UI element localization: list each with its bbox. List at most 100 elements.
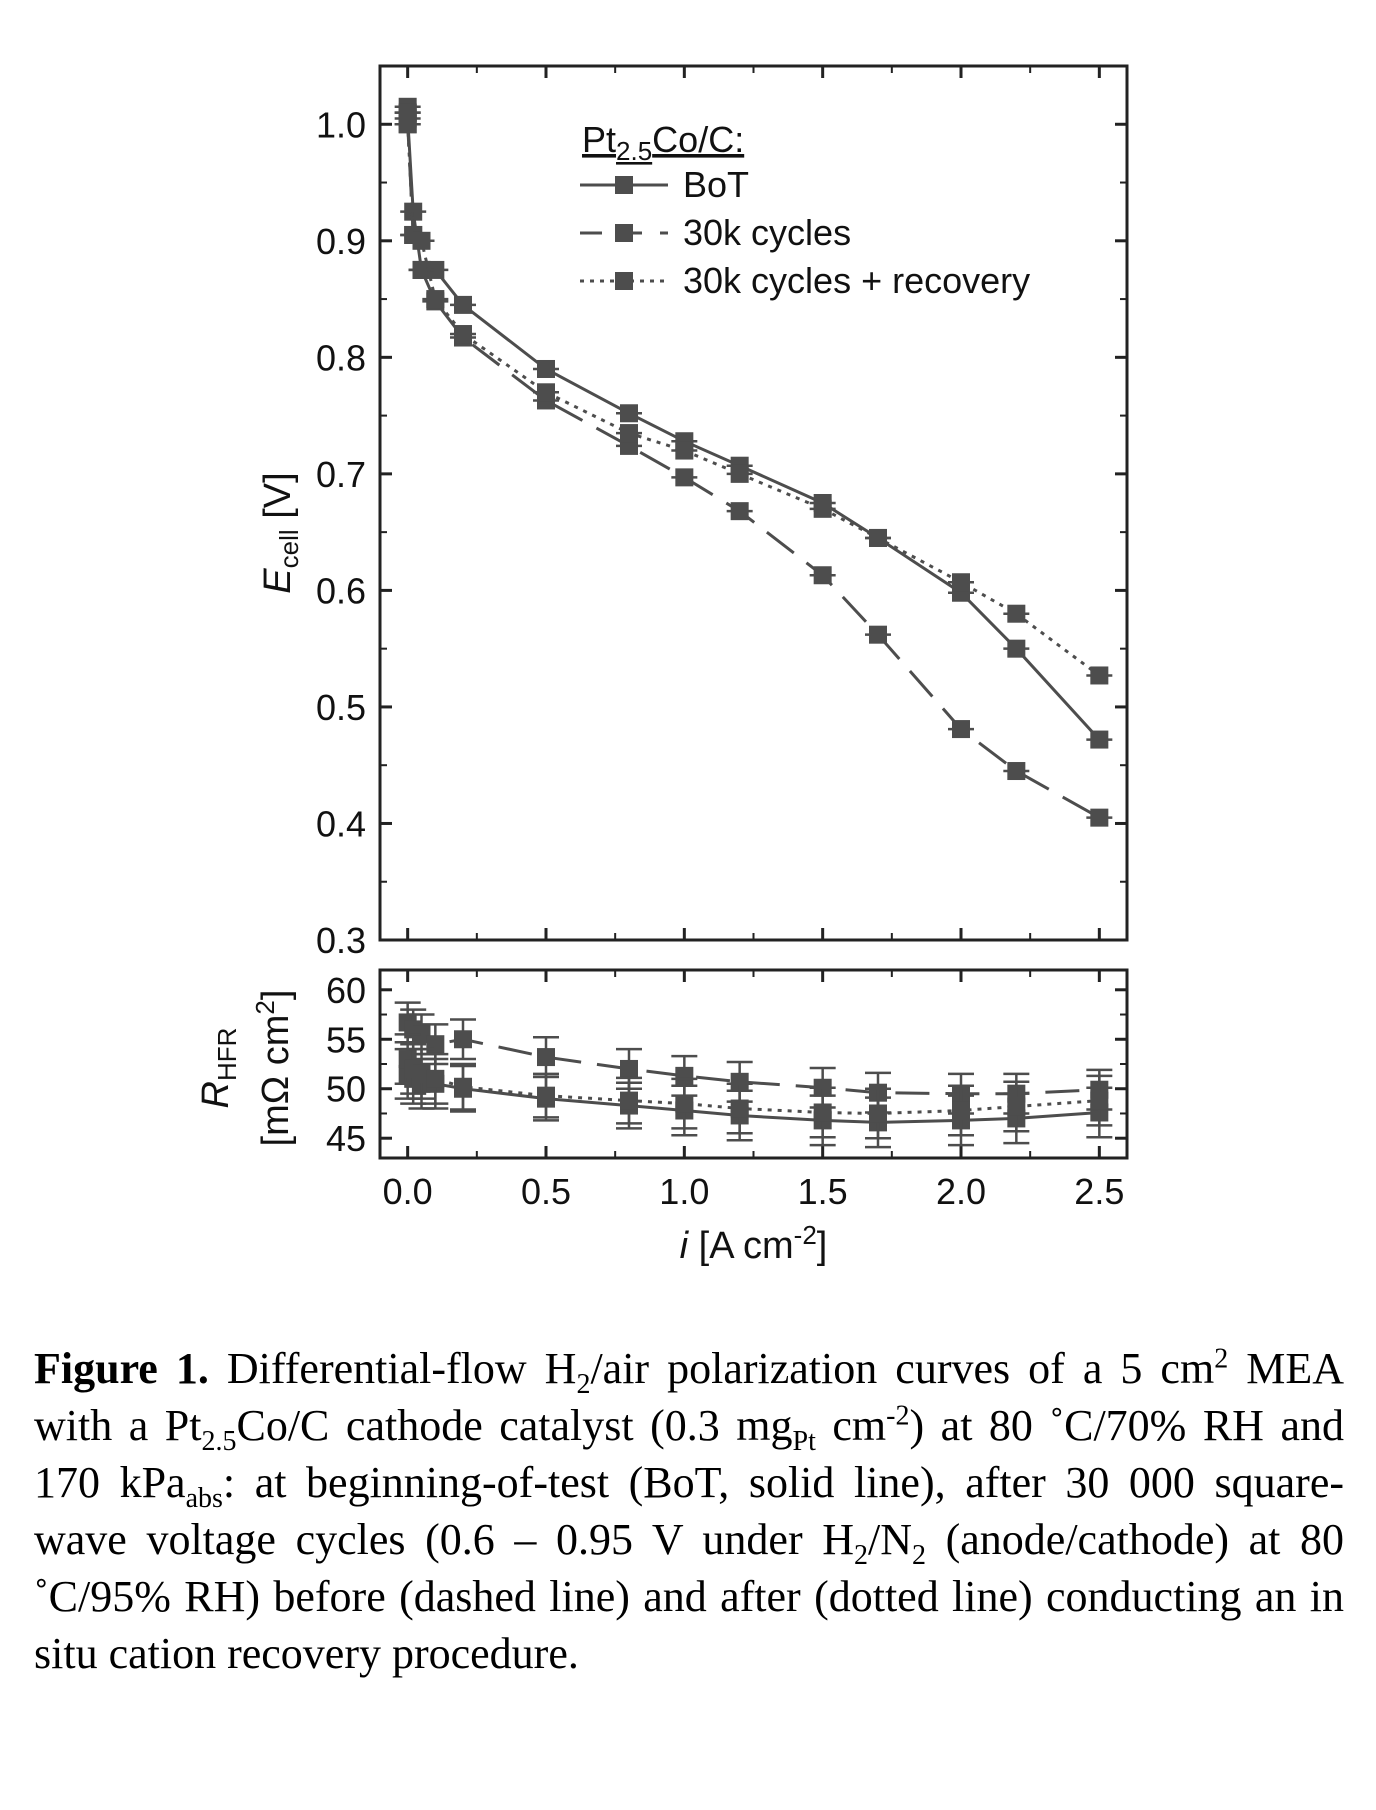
x-axis-title: i [A cm-2] [680,1220,828,1267]
bottom-y-tick-labels: 45 50 55 60 [326,970,366,1159]
caption-s2: 2 [1214,1343,1229,1375]
bottom-axis-ticks [380,970,1127,1158]
data-point [675,468,694,487]
data-point [952,573,970,592]
top-axis-ticks [380,66,1127,942]
legend-title-main: Pt [582,119,616,160]
data-point [426,260,445,279]
ylabel-rhfr-line2: [mΩ cm2] [250,990,297,1147]
data-point [537,359,555,378]
ylabel-space [257,519,299,530]
caption-s3: 2.5 [201,1425,237,1457]
legend-label: 30k cycles + recovery [683,260,1030,301]
legend-label: BoT [683,164,749,205]
legend-marker [615,224,633,242]
y-tick-label: 0.8 [316,337,366,378]
y-axis-title-rhfr: RHFR [mΩ cm2] [195,990,297,1147]
caption-p7: : at beginning-of-test (BoT, solid line)… [34,1458,1344,1564]
rhfr-unit-post: ] [255,990,297,1001]
legend-title-rest: Co/C: [652,119,744,160]
data-point [869,528,887,547]
xlabel-main: i [680,1225,690,1267]
series-line [406,1058,1100,1116]
rhfr-unit-pre: [mΩ cm [255,1015,297,1147]
caption-p2: /air polarization curves of a 5 cm [590,1344,1215,1393]
caption-p8: /N [868,1515,912,1564]
caption-p5: cm [815,1401,887,1450]
figure-caption: Figure 1. Differential-flow H2/air polar… [34,1340,1344,1682]
data-point [537,1086,555,1105]
y-tick-label: 0.5 [316,687,366,728]
series-line [406,106,1101,741]
data-point [730,1072,749,1091]
series-bot [394,97,1113,749]
legend: Pt2.5Co/C: BoT 30k cycles 30k cycles + rec… [580,119,1030,301]
series-30k-cycles-recovery [394,1033,1113,1140]
caption-p4: Co/C cathode catalyst (0.3 mg [236,1401,793,1450]
x-tick-labels: 0.0 0.5 1.0 1.5 2.0 2.5 [383,1171,1125,1212]
x-tick-label: 1.5 [798,1171,848,1212]
legend-title: Pt2.5Co/C: [582,119,744,166]
data-point [412,1025,431,1044]
data-point [620,404,638,423]
data-point [869,625,887,644]
figure-plot: 0.30.40.50.60.70.80.91.0 Ecell [V] Pt2.5… [195,64,1129,1267]
caption-s7: 2 [854,1539,868,1571]
hfr-panel: 45 50 55 60 0.0 0.5 1.0 1.5 2.0 2.5 RHFR [mΩ cm2… [195,968,1129,1267]
y-tick-label: 60 [326,970,366,1011]
y-tick-label: 50 [326,1069,366,1110]
rhfr-unit-sup: 2 [250,1000,280,1014]
data-point [454,325,472,344]
x-tick-label: 0.5 [521,1171,571,1212]
data-point [730,502,749,521]
y-tick-label: 1.0 [316,104,366,145]
polarization-series [394,97,1113,827]
data-point [952,720,970,739]
x-tick-label: 2.5 [1074,1171,1124,1212]
data-point [730,1099,749,1118]
rhfr-sub: HFR [212,1028,242,1081]
data-point [1090,808,1109,827]
data-point [1090,666,1109,685]
hfr-series [394,1001,1113,1149]
data-point [412,1064,431,1083]
x-tick-label: 1.0 [659,1171,709,1212]
data-point [454,1030,472,1049]
data-point [813,499,832,518]
caption-s4: Pt [792,1425,816,1457]
data-point [537,383,555,402]
data-point [620,1059,638,1078]
y-tick-label: 0.6 [316,570,366,611]
series-line [406,112,1101,677]
polarization-panel: 0.3 0.4 0.5 0.6 0.7 0.8 0.9 1.0 Ecell [V] Pt2.5… [257,64,1129,961]
series-line [406,1072,1100,1124]
caption-s5: -2 [886,1400,910,1432]
y-tick-label: 0.7 [316,454,366,495]
legend-marker [615,272,633,290]
data-point [1007,639,1026,658]
data-point [1007,762,1026,781]
data-point [426,1035,445,1054]
y-tick-label: 55 [326,1019,366,1060]
data-point [1007,604,1026,623]
data-point [412,260,431,279]
ylabel-unit: [V] [257,472,299,518]
series-30k-cycles-recovery [394,103,1113,685]
data-point [813,566,832,585]
caption-label: Figure 1. [34,1344,209,1393]
data-point [675,1094,694,1113]
data-point [675,441,694,460]
data-point [1090,730,1109,749]
xlabel-unit-post: ] [817,1225,828,1267]
y-tick-label: 0.3 [316,920,366,961]
data-point [537,1048,555,1067]
data-point [813,1103,832,1122]
data-point [620,424,638,443]
legend-marker [615,176,633,194]
rhfr-main: R [195,1081,237,1108]
bottom-plot-frame [378,968,1129,1160]
x-tick-label: 2.0 [936,1171,986,1212]
series-line [406,1021,1100,1096]
y-axis-title-ecell: Ecell [V] [257,472,304,593]
data-point [454,1077,472,1096]
